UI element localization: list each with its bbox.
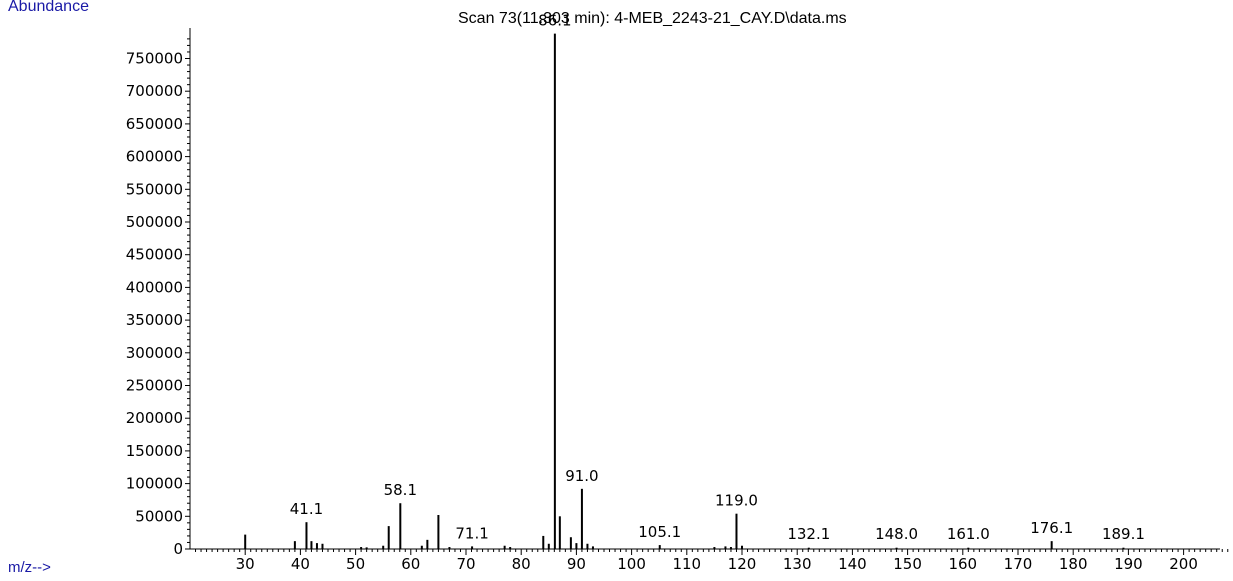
x-tick-label: 140 [838,555,867,573]
peak-label: 41.1 [290,500,323,518]
axes: 0 50000 100000 150000 200000 250000 300000 3500… [126,28,1229,573]
y-tick-label: 650000 [126,115,183,133]
x-tick-label: 130 [783,555,812,573]
y-tick-label: 250000 [126,377,183,395]
y-tick-label: 750000 [126,50,183,68]
y-tick-label: 550000 [126,180,183,198]
peak-label: 148.0 [875,525,918,543]
peak-label: 132.1 [787,525,830,543]
x-tick-label: 100 [617,555,646,573]
x-tick-label: 80 [512,555,531,573]
y-tick-label: 200000 [126,409,183,427]
y-tick-label: 600000 [126,148,183,166]
peak-label: 58.1 [384,481,417,499]
x-tick-label: 180 [1059,555,1088,573]
peak-label: 71.1 [455,524,488,542]
x-axis-label: m/z--> [8,559,51,576]
x-tick-label: 190 [1114,555,1143,573]
x-tick-label: 160 [948,555,977,573]
y-tick-label: 450000 [126,246,183,264]
x-tick-label: 70 [456,555,475,573]
x-tick-label: 30 [236,555,255,573]
peak-label: 161.0 [947,525,990,543]
y-tick-label: 100000 [126,475,183,493]
x-tick-label: 170 [1004,555,1033,573]
y-axis-label: Abundance [8,0,89,15]
y-tick-label: 350000 [126,311,183,329]
y-tick-label: 400000 [126,278,183,296]
x-tick-label: 200 [1169,555,1198,573]
x-tick-label: 40 [291,555,310,573]
peak-label: 86.1 [538,12,571,30]
x-tick-label: 150 [893,555,922,573]
peak-label: 176.1 [1030,519,1073,537]
y-tick-label: 150000 [126,442,183,460]
x-tick-label: 60 [401,555,420,573]
x-tick-label: 120 [728,555,757,573]
peak-label: 189.1 [1102,525,1145,543]
peak-bars [244,33,1125,549]
peak-label: 105.1 [638,523,681,541]
peak-labels: 41.1 58.1 71.1 86.1 91.0 105.1 119.0 132.1 148.0… [290,12,1145,543]
y-tick-label: 700000 [126,82,183,100]
y-tick-label: 500000 [126,213,183,231]
x-tick-label: 90 [567,555,586,573]
y-tick-label: 0 [173,540,183,558]
peak-label: 91.0 [565,467,598,485]
chart-title: Scan 73(11.303 min): 4-MEB_2243-21_CAY.D… [458,10,847,27]
x-tick-label: 50 [346,555,365,573]
y-tick-label: 50000 [135,507,183,525]
y-tick-label: 300000 [126,344,183,362]
x-tick-label: 110 [672,555,701,573]
peak-label: 119.0 [715,492,758,510]
